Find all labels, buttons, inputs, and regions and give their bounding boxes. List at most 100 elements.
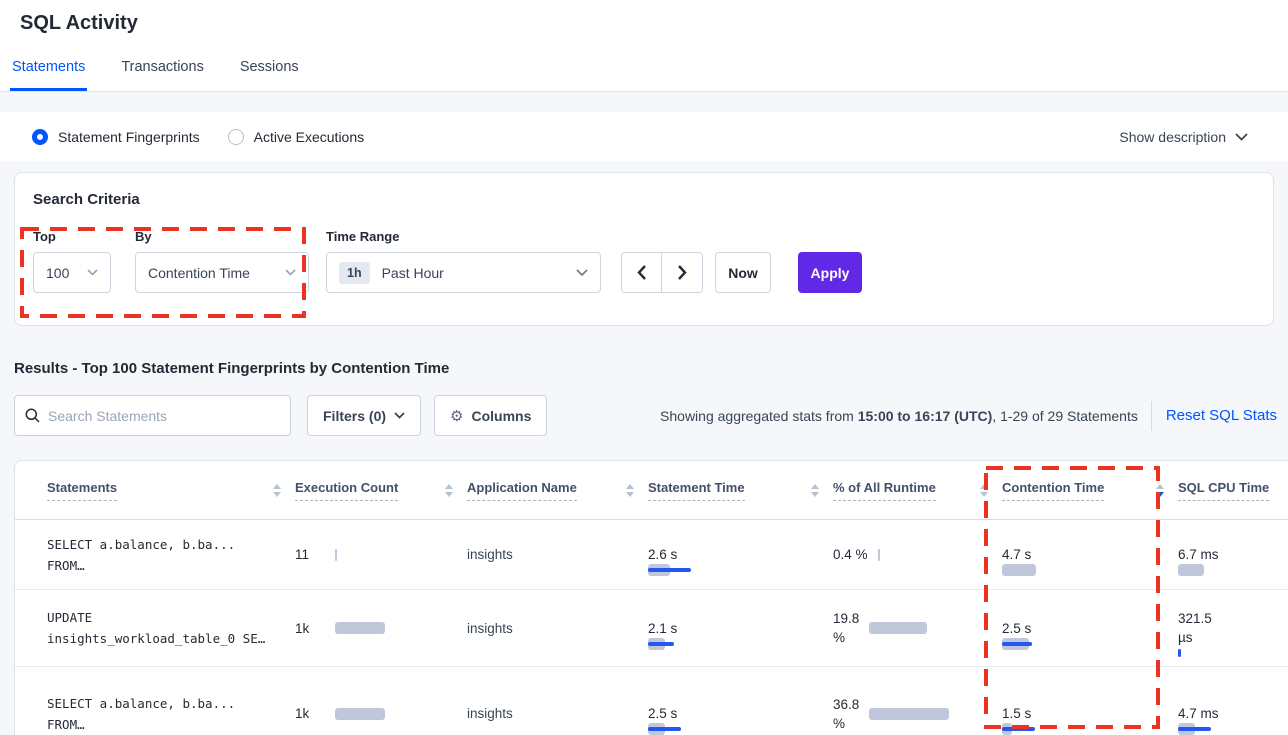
tab-transactions[interactable]: Transactions xyxy=(121,59,204,75)
time-range-select[interactable]: 1h Past Hour xyxy=(326,252,601,293)
page-title: SQL Activity xyxy=(20,12,138,34)
sort-icon[interactable] xyxy=(626,483,634,497)
previous-time-button[interactable] xyxy=(622,253,662,292)
page-header: SQL Activity Statements Transactions Ses… xyxy=(0,0,1288,92)
statement-link[interactable]: UPDATE insights_workload_table_0 SE… xyxy=(47,610,266,646)
results-toolbar: Filters (0) ⚙ Columns Showing aggregated… xyxy=(14,395,1277,436)
column-header-statements[interactable]: Statements xyxy=(47,480,295,501)
statement-time-cell: 2.6 s xyxy=(648,545,833,576)
search-icon xyxy=(25,408,40,423)
column-header-runtime-pct[interactable]: % of All Runtime xyxy=(833,480,1002,501)
runtime-pct-bar xyxy=(877,548,988,561)
search-statements-box xyxy=(14,395,291,436)
chevron-down-icon xyxy=(285,269,296,276)
contention-time-cell: 1.5 s xyxy=(1002,704,1178,735)
by-select[interactable]: Contention Time xyxy=(135,252,309,293)
chevron-down-icon xyxy=(394,412,405,419)
time-nav-group xyxy=(621,252,703,293)
execution-count-cell: 1k xyxy=(295,706,467,721)
execution-count-cell: 11 xyxy=(295,547,467,562)
apply-button[interactable]: Apply xyxy=(798,252,862,293)
tab-statements[interactable]: Statements xyxy=(10,49,88,91)
time-range-label: Time Range xyxy=(326,229,400,244)
show-description-toggle[interactable]: Show description xyxy=(1119,129,1248,145)
column-header-execution-count[interactable]: Execution Count xyxy=(295,480,467,501)
search-criteria-controls: Top 100 By Contention Time Time Range 1h… xyxy=(33,229,862,293)
radio-selected-icon xyxy=(32,128,48,145)
columns-label: Columns xyxy=(471,407,532,424)
runtime-pct-bar xyxy=(869,622,979,634)
stats-time-range: 15:00 to 16:17 (UTC) xyxy=(857,407,993,424)
radio-statement-fingerprints[interactable]: Statement Fingerprints xyxy=(32,128,200,145)
chevron-left-icon xyxy=(637,265,646,280)
filters-button[interactable]: Filters (0) xyxy=(307,395,422,436)
runtime-pct-cell: 19.8% xyxy=(833,609,1002,647)
top-select-value: 100 xyxy=(46,264,70,281)
runtime-pct-cell: 36.8% xyxy=(833,695,1002,733)
chevron-right-icon xyxy=(677,265,687,280)
chevron-down-icon xyxy=(1235,132,1248,141)
statement-time-cell: 2.1 s xyxy=(648,619,833,650)
time-range-value: Past Hour xyxy=(381,264,444,281)
statements-table: Statements Execution Count Application N… xyxy=(14,460,1288,735)
contention-time-cell: 2.5 s xyxy=(1002,619,1178,650)
radio-label: Active Executions xyxy=(253,128,365,145)
application-name-cell: insights xyxy=(467,547,513,562)
column-header-contention-time[interactable]: Contention Time xyxy=(1002,480,1178,501)
top-select[interactable]: 100 xyxy=(33,252,111,293)
application-name-cell: insights xyxy=(467,620,513,636)
column-header-sql-cpu-time[interactable]: SQL CPU Time xyxy=(1178,480,1288,501)
contention-time-cell: 4.7 s xyxy=(1002,545,1178,576)
radio-active-executions[interactable]: Active Executions xyxy=(227,128,365,145)
sql-cpu-time-cell: 321.5 µs xyxy=(1178,609,1288,657)
by-label: By xyxy=(135,229,152,244)
chevron-down-icon xyxy=(87,269,98,276)
runtime-pct-cell: 0.4 % xyxy=(833,545,1002,564)
time-range-group: Time Range 1h Past Hour xyxy=(326,229,601,293)
filters-label: Filters (0) xyxy=(323,407,387,424)
tab-sessions[interactable]: Sessions xyxy=(239,59,299,75)
execution-count-bar xyxy=(335,622,445,634)
table-row: SELECT a.balance, b.ba... FROM… 1k insig… xyxy=(15,667,1288,735)
reset-sql-stats-link[interactable]: Reset SQL Stats xyxy=(1165,407,1277,424)
execution-count-bar xyxy=(335,548,445,561)
sql-cpu-time-cell: 6.7 ms xyxy=(1178,545,1288,576)
sql-cpu-time-cell: 4.7 ms xyxy=(1178,704,1288,735)
sort-icon[interactable] xyxy=(445,483,453,497)
gear-icon: ⚙ xyxy=(450,407,464,425)
search-criteria-heading: Search Criteria xyxy=(33,191,140,208)
radio-label: Statement Fingerprints xyxy=(58,128,200,145)
search-statements-input[interactable] xyxy=(48,407,280,424)
results-heading: Results - Top 100 Statement Fingerprints… xyxy=(14,360,450,377)
execution-count-cell: 1k xyxy=(295,621,467,636)
table-header-row: Statements Execution Count Application N… xyxy=(15,461,1288,520)
next-time-button[interactable] xyxy=(662,253,702,292)
tab-bar: Statements Transactions Sessions xyxy=(10,49,301,91)
sort-icon[interactable] xyxy=(811,483,819,497)
statement-link[interactable]: SELECT a.balance, b.ba... FROM… xyxy=(47,536,236,573)
sort-icon[interactable] xyxy=(980,483,988,497)
search-criteria-card: Search Criteria Top 100 By Contention Ti… xyxy=(14,172,1274,326)
by-select-value: Contention Time xyxy=(148,264,250,281)
columns-button[interactable]: ⚙ Columns xyxy=(434,395,548,436)
sort-icon[interactable] xyxy=(273,483,281,497)
radio-unselected-icon xyxy=(227,128,244,145)
aggregated-stats-text: Showing aggregated stats from 15:00 to 1… xyxy=(660,407,1138,424)
sort-icon[interactable] xyxy=(1156,483,1164,497)
now-button[interactable]: Now xyxy=(715,252,771,293)
view-toggle-bar: Statement Fingerprints Active Executions… xyxy=(0,112,1288,161)
column-header-statement-time[interactable]: Statement Time xyxy=(648,480,833,501)
show-description-label: Show description xyxy=(1119,128,1226,145)
statement-time-cell: 2.5 s xyxy=(648,704,833,735)
table-row: SELECT a.balance, b.ba... FROM… 11 insig… xyxy=(15,520,1288,590)
runtime-pct-bar xyxy=(869,707,979,720)
time-range-badge: 1h xyxy=(339,261,370,284)
table-row: UPDATE insights_workload_table_0 SE… 1k … xyxy=(15,590,1288,667)
top-group: Top 100 xyxy=(33,229,111,293)
application-name-cell: insights xyxy=(467,706,513,721)
statement-link[interactable]: SELECT a.balance, b.ba... FROM… xyxy=(47,695,236,732)
execution-count-bar xyxy=(335,707,445,720)
column-header-application-name[interactable]: Application Name xyxy=(467,480,648,501)
chevron-down-icon xyxy=(576,269,588,276)
by-group: By Contention Time xyxy=(135,229,309,293)
